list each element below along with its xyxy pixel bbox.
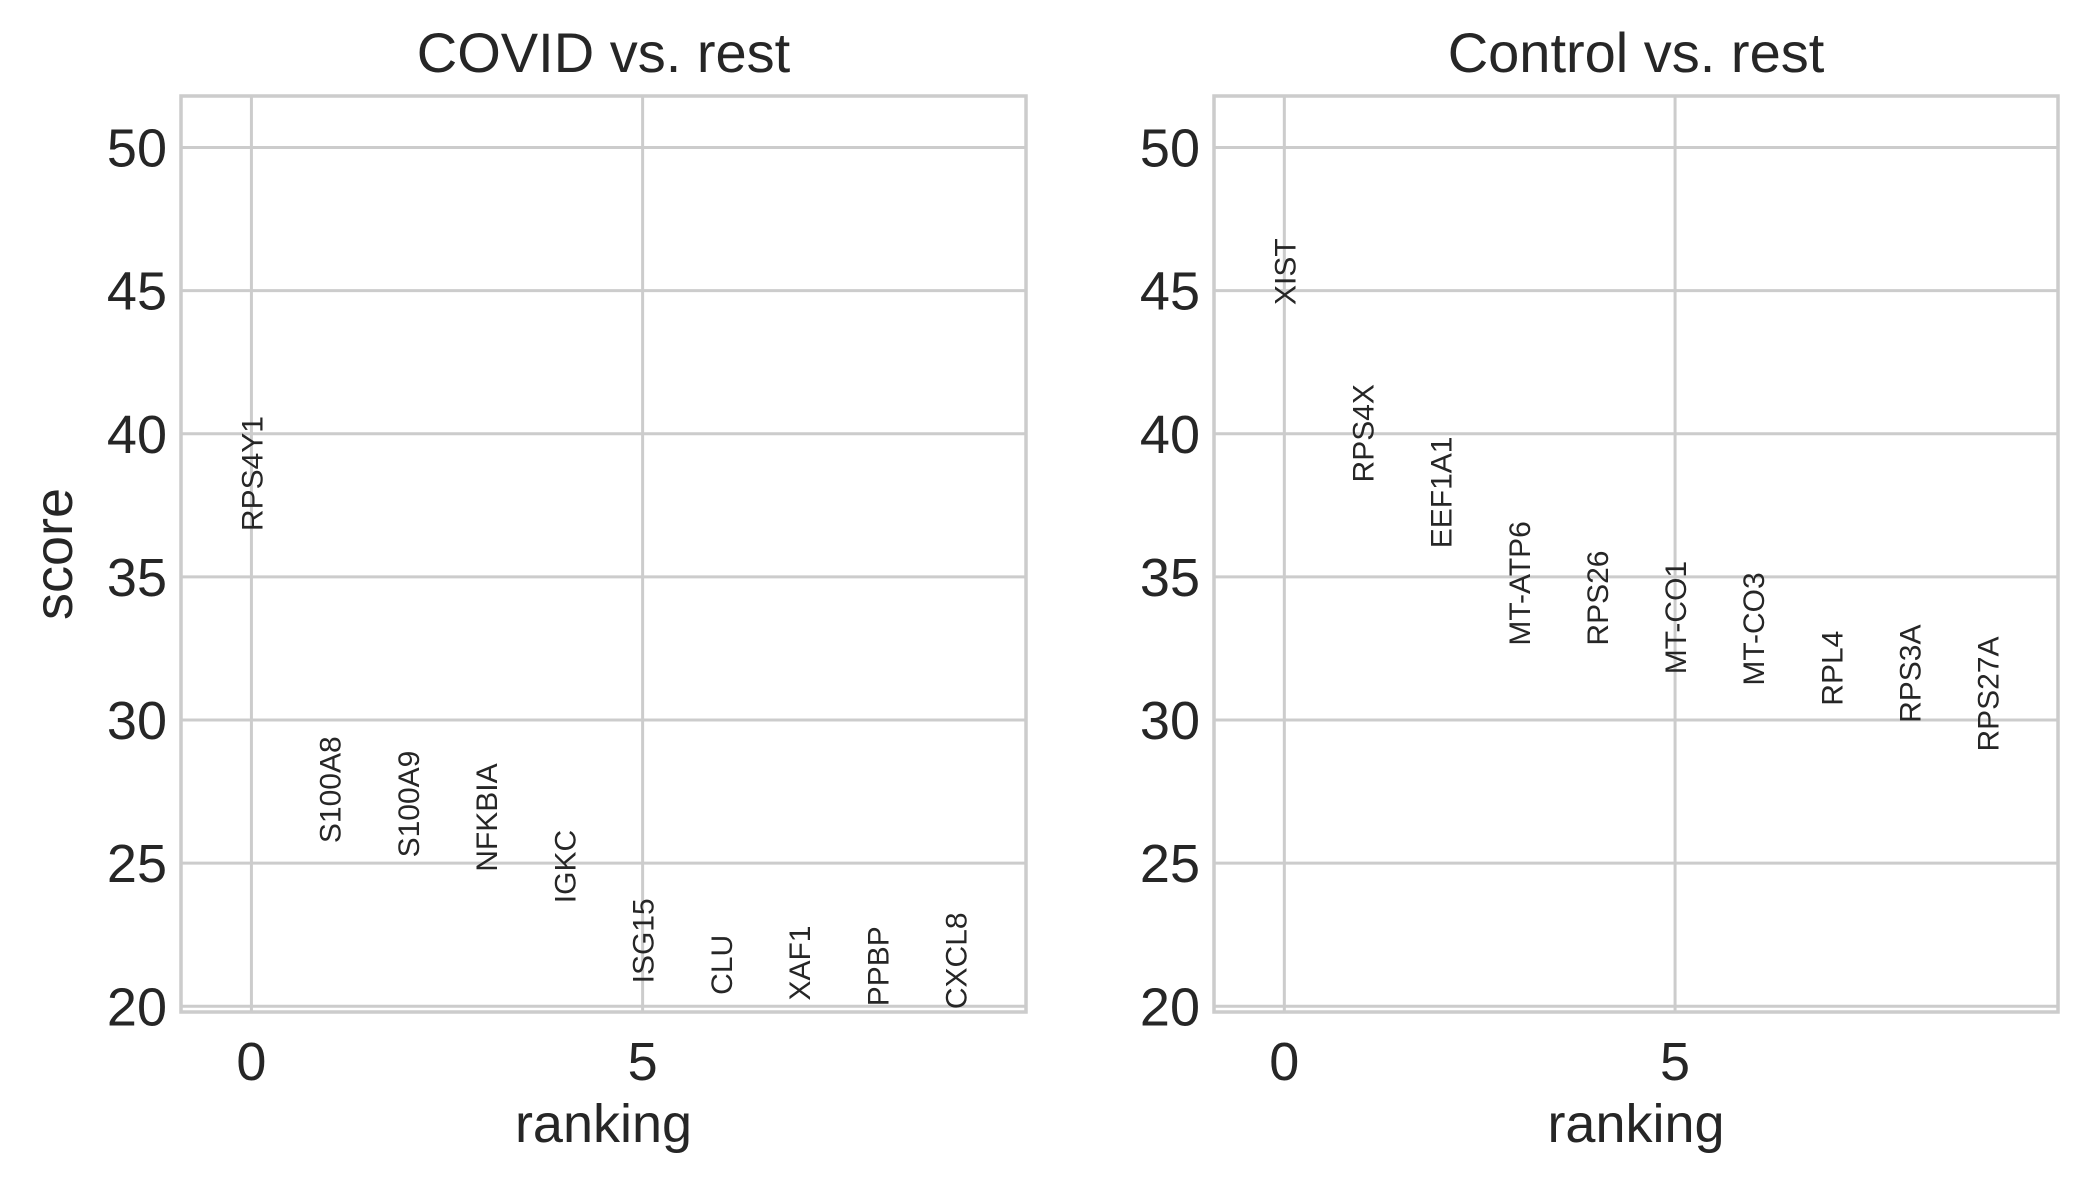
gene-label: XAF1 (784, 926, 817, 1001)
y-tick-label: 30 (107, 691, 167, 751)
chart-title: COVID vs. rest (417, 21, 791, 84)
gene-label: RPS27A (1973, 636, 2006, 751)
gene-label: RPS26 (1582, 551, 1615, 646)
y-tick-label: 35 (107, 548, 167, 608)
gene-label: S100A9 (393, 751, 426, 858)
x-tick-label: 5 (628, 1032, 658, 1092)
gene-label: RPS3A (1895, 624, 1928, 722)
y-tick-label: 35 (1140, 548, 1200, 608)
y-tick-label: 25 (1140, 834, 1200, 894)
gene-label: ISG15 (628, 898, 661, 983)
gene-label: NFKBIA (471, 763, 504, 871)
gene-label: EEF1A1 (1426, 437, 1459, 549)
y-tick-label: 40 (1140, 405, 1200, 465)
y-tick-label: 30 (1140, 691, 1200, 751)
covid-panel: 20 25 30 35 40 45 50 0 5 COVID vs. rest ranking sco… (24, 21, 1028, 1154)
gene-label: IGKC (549, 830, 582, 903)
gene-label: RPS4X (1347, 384, 1380, 482)
x-tick-label: 0 (236, 1032, 266, 1092)
x-tick-label: 5 (1660, 1032, 1690, 1092)
gene-label: MT-CO1 (1660, 561, 1693, 674)
y-tick-label: 20 (107, 977, 167, 1037)
y-axis-label: score (24, 488, 84, 620)
gene-label: PPBP (862, 926, 895, 1006)
gene-label: MT-CO3 (1738, 572, 1771, 685)
y-tick-label: 25 (107, 834, 167, 894)
gene-label: RPL4 (1816, 631, 1849, 706)
control-panel: 20 25 30 35 40 45 50 0 5 Control vs. rest ranking X… (1140, 21, 2060, 1154)
y-tick-label: 50 (1140, 119, 1200, 179)
gene-label: CXCL8 (941, 912, 974, 1009)
y-tick-label: 45 (1140, 262, 1200, 322)
gene-label: RPS4Y1 (236, 416, 269, 531)
y-tick-label: 20 (1140, 977, 1200, 1037)
y-tick-label: 40 (107, 405, 167, 465)
x-tick-label: 0 (1269, 1032, 1299, 1092)
gene-label: CLU (706, 935, 739, 995)
gene-label: XIST (1269, 238, 1302, 305)
x-axis-label: ranking (1547, 1094, 1724, 1154)
plot-frame (179, 94, 1028, 1014)
x-axis-label: ranking (515, 1094, 692, 1154)
y-tick-label: 50 (107, 119, 167, 179)
gene-label: S100A8 (315, 736, 348, 843)
chart-title: Control vs. rest (1448, 21, 1825, 84)
y-tick-label: 45 (107, 262, 167, 322)
gene-label: MT-ATP6 (1504, 521, 1537, 645)
plot-frame (1212, 94, 2060, 1014)
